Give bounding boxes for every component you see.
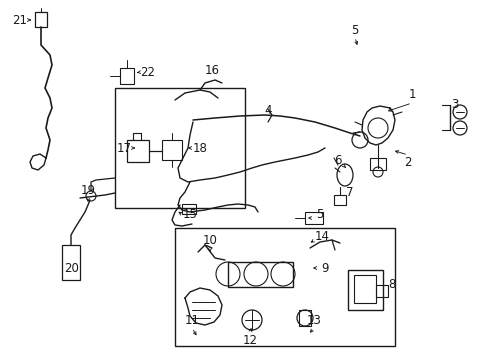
Text: 6: 6 (334, 153, 341, 166)
Text: 9: 9 (321, 261, 328, 274)
Text: 5: 5 (316, 208, 323, 221)
Bar (375, 285, 387, 297)
Bar (227, 262, 292, 287)
Bar (62, 245, 80, 280)
Bar (115, 88, 244, 208)
Bar (333, 195, 346, 205)
Bar (35, 12, 47, 27)
Text: 18: 18 (192, 141, 207, 154)
Bar (162, 140, 182, 160)
Text: 8: 8 (387, 279, 395, 292)
Bar (182, 204, 196, 214)
Text: 1: 1 (407, 89, 415, 102)
Text: 5: 5 (350, 23, 358, 36)
Text: 10: 10 (202, 234, 217, 247)
Bar (347, 270, 382, 310)
Text: 3: 3 (450, 99, 458, 112)
Text: 13: 13 (306, 314, 321, 327)
Bar (127, 140, 149, 162)
Bar (298, 310, 310, 326)
Text: 19: 19 (81, 184, 95, 197)
Text: 2: 2 (404, 156, 411, 168)
Text: 17: 17 (116, 141, 131, 154)
Text: 14: 14 (314, 230, 329, 243)
Bar (305, 212, 323, 224)
Text: 12: 12 (242, 333, 257, 346)
Text: 7: 7 (346, 185, 353, 198)
Text: 22: 22 (140, 66, 155, 78)
Text: 4: 4 (264, 104, 271, 117)
Text: 16: 16 (204, 63, 219, 77)
Text: 15: 15 (182, 208, 197, 221)
Text: 21: 21 (13, 13, 27, 27)
Text: 11: 11 (184, 314, 199, 327)
Bar (353, 275, 375, 303)
Text: 20: 20 (64, 261, 79, 274)
Bar (175, 228, 394, 346)
Bar (120, 68, 134, 84)
Bar (369, 158, 385, 170)
